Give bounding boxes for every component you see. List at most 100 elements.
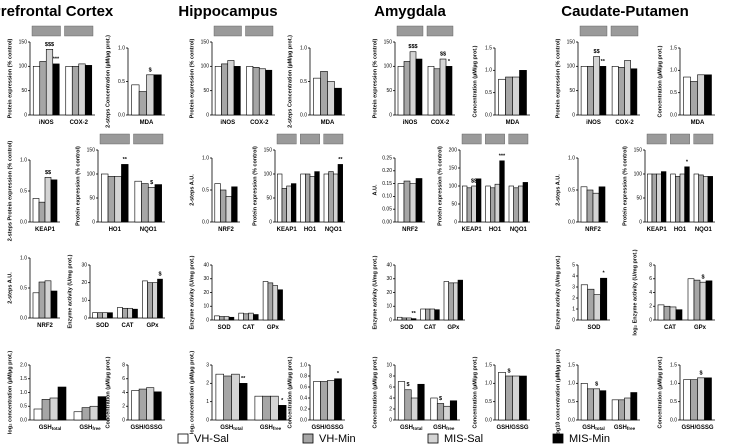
legend-swatch bbox=[427, 433, 439, 444]
significance-label: ** bbox=[601, 59, 606, 65]
y-axis-label: Concentration (µM/µg prot.) bbox=[472, 45, 478, 117]
y-tick-label: 0 bbox=[572, 317, 575, 323]
bar bbox=[300, 173, 306, 223]
y-tick-label: 40 bbox=[386, 262, 392, 268]
bar bbox=[420, 308, 426, 321]
y-tick-label: 30 bbox=[386, 276, 392, 282]
category-name: HO1 bbox=[109, 227, 122, 233]
bar bbox=[153, 74, 162, 116]
bar bbox=[599, 66, 607, 116]
bar bbox=[38, 201, 46, 223]
bar bbox=[52, 63, 60, 116]
category-name: GSH bbox=[260, 425, 273, 431]
blot-image bbox=[426, 25, 454, 37]
y-axis-label: 2-steps A.U. bbox=[7, 272, 13, 304]
x-tick-label: NQO1 bbox=[140, 227, 158, 233]
y-tick-label: 5 bbox=[572, 262, 575, 268]
bar bbox=[406, 317, 412, 321]
bar bbox=[494, 183, 500, 223]
bar bbox=[44, 177, 52, 223]
y-axis-label: A.U. bbox=[372, 184, 378, 195]
category-name: MDA bbox=[321, 120, 335, 126]
y-tick-label: 150 bbox=[567, 39, 576, 45]
bar bbox=[498, 372, 506, 421]
blot-image bbox=[213, 25, 242, 37]
bar bbox=[32, 292, 40, 319]
category-name: HO1 bbox=[674, 227, 687, 233]
bar bbox=[630, 392, 638, 421]
x-tick-label: CAT bbox=[122, 323, 134, 329]
bar bbox=[611, 66, 619, 116]
significance-label: *** bbox=[53, 56, 60, 62]
y-tick-label: 10 bbox=[386, 304, 392, 310]
x-tick-label: GSH/GSSG bbox=[496, 425, 528, 431]
y-axis-label: 2-steps Concentration (µM/µg prot.) bbox=[287, 35, 293, 128]
y-tick-label: 0.25 bbox=[382, 155, 392, 161]
category-name: GPx bbox=[146, 323, 159, 329]
bar bbox=[277, 289, 283, 321]
category-name: COX-2 bbox=[250, 120, 269, 126]
y-tick-label: 10 bbox=[81, 298, 87, 304]
bar bbox=[265, 69, 273, 116]
x-tick-label: MDA bbox=[506, 120, 520, 126]
y-tick-label: 4 bbox=[122, 390, 125, 396]
y-tick-label: 50 bbox=[386, 88, 392, 94]
category-name: COX-2 bbox=[70, 120, 89, 126]
y-tick-label: 2 bbox=[389, 406, 392, 412]
category-name: NQO1 bbox=[510, 227, 528, 233]
bar bbox=[449, 400, 458, 421]
bar bbox=[228, 316, 235, 321]
blot-image bbox=[245, 25, 274, 37]
x-tick-label: GSHfree bbox=[614, 425, 636, 432]
bar bbox=[89, 405, 99, 421]
bar bbox=[334, 87, 342, 116]
bar bbox=[657, 304, 665, 321]
category-subscript: total bbox=[233, 426, 243, 431]
category-name: GSH/GSSG bbox=[681, 425, 713, 431]
y-axis-label: Protein expression (% control) bbox=[437, 146, 443, 226]
bar bbox=[127, 307, 133, 319]
bar bbox=[73, 411, 83, 421]
bar bbox=[409, 51, 417, 116]
x-tick-label: HO1 bbox=[674, 227, 687, 233]
bar bbox=[49, 397, 59, 421]
bar bbox=[448, 282, 454, 321]
y-tick-label: 200 bbox=[449, 147, 458, 153]
y-tick-label: 0 bbox=[206, 112, 209, 118]
bar bbox=[270, 395, 279, 421]
x-tick-label: GPx bbox=[447, 325, 460, 331]
x-tick-label: HO1 bbox=[489, 227, 502, 233]
y-tick-label: 0.5 bbox=[300, 79, 307, 85]
legend-label: MIS-Min bbox=[569, 433, 610, 445]
category-name: GSH bbox=[433, 425, 446, 431]
category-name: GSH/GSSG bbox=[311, 425, 343, 431]
y-tick-label: 0.0 bbox=[20, 417, 27, 423]
y-tick-label: 1 bbox=[572, 306, 575, 312]
legend-swatch bbox=[302, 433, 314, 444]
x-tick-label: GPx bbox=[146, 323, 159, 329]
bar bbox=[328, 171, 334, 223]
x-tick-label: GSH/GSSG bbox=[130, 425, 162, 431]
significance-label: * bbox=[281, 398, 284, 404]
bar bbox=[152, 282, 158, 319]
y-tick-label: 0 bbox=[389, 317, 392, 323]
x-tick-label: CAT bbox=[243, 325, 255, 331]
x-tick-label: iNOS bbox=[220, 120, 235, 126]
x-tick-label: NQO1 bbox=[695, 227, 713, 233]
bar bbox=[214, 183, 221, 223]
y-axis-label: Protein expression (% control) bbox=[7, 38, 13, 118]
bar bbox=[146, 74, 155, 116]
bar bbox=[153, 391, 162, 421]
y-tick-label: 50 bbox=[636, 195, 642, 201]
y-tick-label: 1.0 bbox=[568, 155, 575, 161]
y-tick-label: 0.0 bbox=[300, 112, 307, 118]
y-tick-label: 50 bbox=[203, 88, 209, 94]
y-tick-label: 0.15 bbox=[382, 181, 392, 187]
category-name: NQO1 bbox=[140, 227, 158, 233]
x-tick-label: HO1 bbox=[304, 227, 317, 233]
bar bbox=[587, 288, 595, 321]
bar bbox=[699, 281, 707, 321]
x-tick-label: iNOS bbox=[586, 120, 601, 126]
significance-label: $ bbox=[150, 180, 153, 186]
bar bbox=[142, 280, 148, 319]
